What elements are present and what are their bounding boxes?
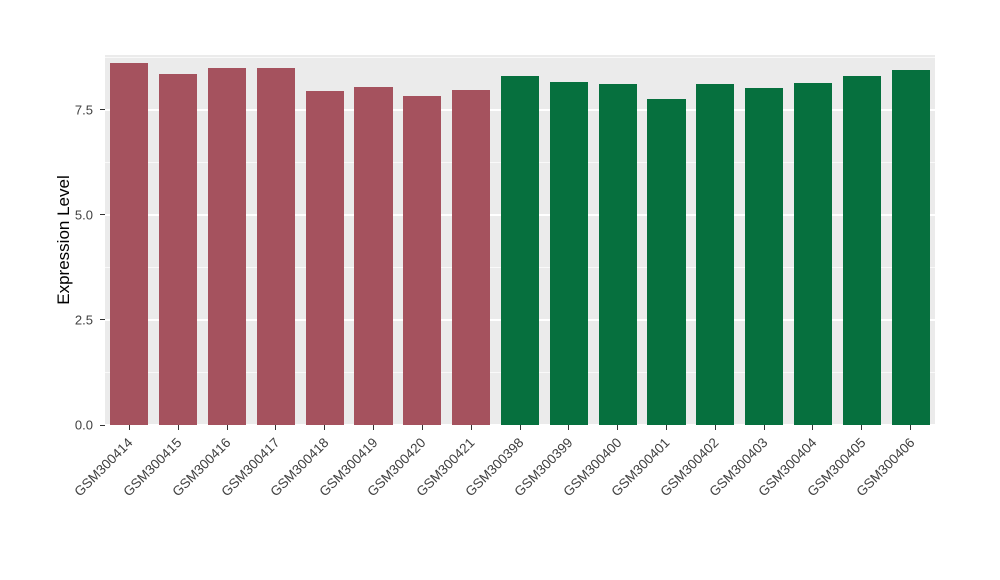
- bar: [842, 76, 881, 425]
- y-tick-mark: [100, 424, 105, 426]
- bar: [696, 83, 735, 425]
- bar: [403, 95, 442, 425]
- y-tick-mark: [100, 319, 105, 321]
- x-tick-mark: [177, 425, 179, 430]
- bar: [745, 87, 784, 425]
- bar: [500, 76, 540, 425]
- x-tick-mark: [324, 425, 326, 430]
- plot-panel: [105, 55, 935, 426]
- gridline-minor: [105, 56, 935, 58]
- y-tick-label: 0.0: [74, 417, 93, 433]
- y-tick-label: 2.5: [74, 312, 93, 328]
- y-tick-mark: [100, 214, 105, 216]
- x-tick-mark: [714, 425, 716, 430]
- x-tick-label: GSM300406: [852, 435, 918, 500]
- bar: [208, 67, 247, 425]
- x-tick-mark: [617, 425, 619, 430]
- y-tick-mark: [100, 109, 105, 111]
- x-tick-mark: [470, 425, 472, 430]
- x-tick-mark: [910, 425, 912, 430]
- bar: [647, 99, 686, 425]
- x-tick-mark: [812, 425, 814, 430]
- x-tick-mark: [568, 425, 570, 430]
- x-tick-mark: [519, 425, 521, 430]
- x-tick-mark: [665, 425, 667, 430]
- x-tick-mark: [128, 425, 130, 430]
- y-tick-label: 5.0: [74, 207, 93, 223]
- x-tick-mark: [763, 425, 765, 430]
- x-tick-mark: [373, 425, 375, 430]
- y-axis-title: Expression Level: [54, 175, 73, 305]
- x-tick-mark: [226, 425, 228, 430]
- bar: [598, 84, 637, 425]
- x-tick-mark: [421, 425, 423, 430]
- bar: [793, 83, 832, 425]
- bar: [452, 89, 491, 425]
- y-tick-label: 7.5: [74, 102, 93, 118]
- x-tick-mark: [861, 425, 863, 430]
- bar: [354, 87, 393, 425]
- bar: [256, 68, 295, 425]
- bar: [305, 90, 344, 425]
- bar: [549, 82, 588, 425]
- x-tick-mark: [275, 425, 277, 430]
- bar: [110, 63, 149, 425]
- bar: [891, 69, 930, 425]
- bar: [159, 73, 198, 425]
